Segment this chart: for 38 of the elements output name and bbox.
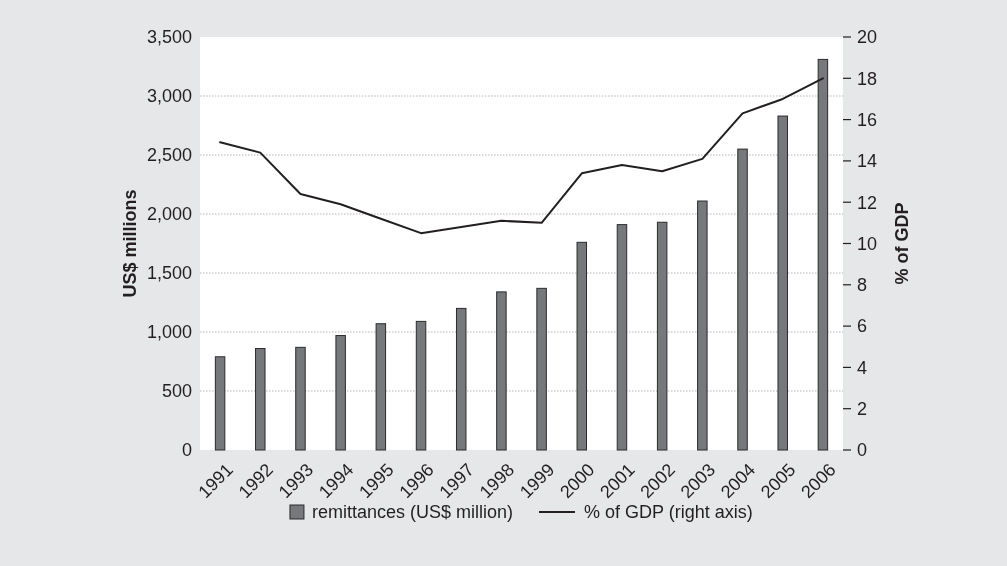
bar [656,221,668,451]
bar [455,307,467,451]
y2-tick-label: 8 [857,275,868,296]
y2-tick-label: 4 [857,357,868,378]
legend-label: remittances (US$ million) [311,502,514,523]
y2-axis-title: % of GDP [892,202,913,285]
y2-tick-label: 6 [857,316,868,337]
y-tick-label: 2,000 [146,204,192,225]
y2-tick-label: 2 [857,399,868,419]
y-tick-label: 0 [181,440,192,461]
y2-tick-label: 16 [857,109,878,130]
y-tick-label: 500 [161,381,192,402]
bar [255,348,266,451]
bar [496,291,507,451]
bar [375,323,387,451]
y2-tick-label: 12 [857,192,878,213]
y-tick-label: 1,000 [146,322,192,343]
y2-tick-label: 18 [857,68,878,89]
y2-tick-label: 20 [857,27,878,48]
bar [777,115,788,451]
bar [214,356,226,451]
bar [415,320,427,451]
bar [536,287,547,451]
y-axis-title: US$ millions [120,189,141,298]
bar [737,148,748,451]
y2-tick-label: 14 [857,151,878,172]
legend-label: % of GDP (right axis) [584,502,753,523]
bar [295,346,306,451]
y-tick-label: 3,500 [146,27,192,48]
bar [697,200,708,451]
bar [616,224,628,451]
y2-tick-label: 10 [857,233,878,254]
bar [576,241,588,451]
y-tick-label: 1,500 [146,263,192,284]
y-tick-label: 2,500 [146,145,192,166]
y-tick-label: 3,000 [146,86,192,107]
y2-tick-label: 0 [857,440,868,461]
bar [335,335,346,451]
